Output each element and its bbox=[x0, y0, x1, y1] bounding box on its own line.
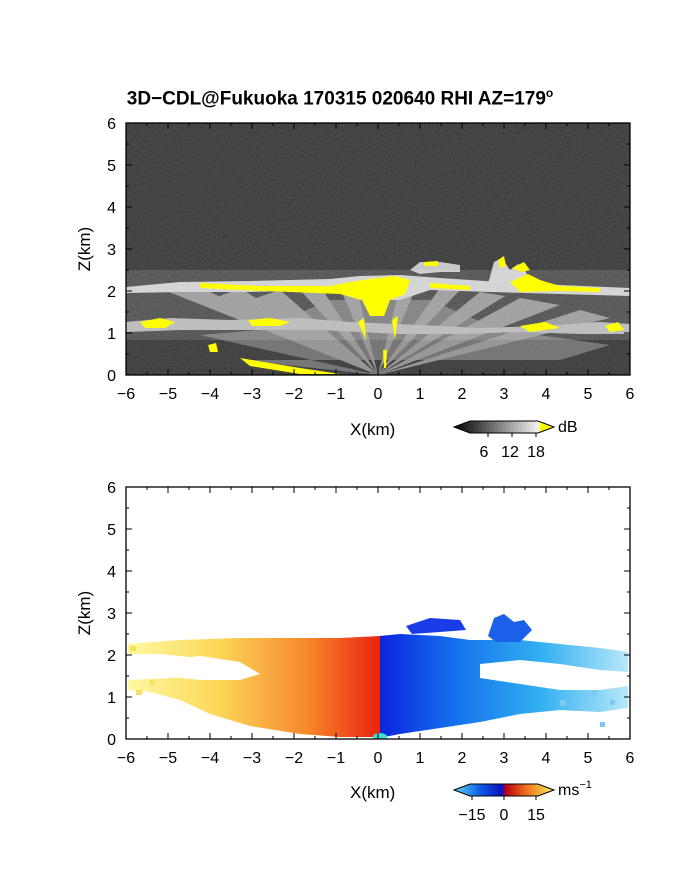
cb-tick-label: 15 bbox=[527, 807, 545, 824]
x-tick-label: −1 bbox=[327, 386, 345, 403]
cb-tick-label: 0 bbox=[500, 807, 509, 824]
x-tick-label: 4 bbox=[542, 386, 551, 403]
x-tick-label: 0 bbox=[374, 750, 383, 767]
chart-title: 3D−CDL@Fukuoka 170315 020640 RHI AZ=179o bbox=[126, 86, 554, 110]
y-tick-label: 0 bbox=[107, 368, 116, 385]
reflectivity-panel: −6 −5 −4 −3 −2 −1 0 1 2 3 4 5 6 0 1 2 3 4 5 6 X(km) Z(km) bbox=[75, 116, 635, 439]
velocity-colorbar: −15 0 15 ms−1 bbox=[452, 779, 592, 824]
x-tick-label: 3 bbox=[500, 386, 509, 403]
cb-tick-label: −15 bbox=[458, 807, 485, 824]
x-tick-label: −6 bbox=[117, 750, 135, 767]
y-tick-label: 0 bbox=[107, 732, 116, 749]
x-tick-label: 4 bbox=[542, 750, 551, 767]
cb-unit: ms−1 bbox=[558, 779, 592, 799]
saturation-patches bbox=[140, 256, 624, 374]
reflectivity-xlabel: X(km) bbox=[350, 420, 395, 439]
y-tick-label: 3 bbox=[107, 606, 116, 623]
x-tick-label: 2 bbox=[458, 386, 467, 403]
y-tick-label: 6 bbox=[107, 480, 116, 497]
x-tick-label: −1 bbox=[327, 750, 345, 767]
x-tick-label: 1 bbox=[416, 386, 425, 403]
y-tick-label: 4 bbox=[107, 564, 116, 581]
x-tick-label: −3 bbox=[243, 750, 261, 767]
y-tick-label: 2 bbox=[107, 648, 116, 665]
y-tick-label: 4 bbox=[107, 200, 116, 217]
x-tick-label: −4 bbox=[201, 750, 219, 767]
reflectivity-axes: −6 −5 −4 −3 −2 −1 0 1 2 3 4 5 6 0 1 2 3 4 5 6 bbox=[107, 116, 634, 403]
x-tick-label: −2 bbox=[285, 386, 303, 403]
x-tick-label: 3 bbox=[500, 750, 509, 767]
y-tick-label: 1 bbox=[107, 690, 116, 707]
reflectivity-colorbar: 6 12 18 dB bbox=[452, 419, 578, 461]
x-tick-label: 0 bbox=[374, 386, 383, 403]
x-tick-label: −2 bbox=[285, 750, 303, 767]
x-tick-label: 5 bbox=[584, 386, 593, 403]
cb-unit: dB bbox=[558, 419, 578, 436]
y-tick-label: 3 bbox=[107, 242, 116, 259]
reflectivity-ylabel: Z(km) bbox=[75, 227, 94, 271]
x-tick-label: −4 bbox=[201, 386, 219, 403]
x-tick-label: −6 bbox=[117, 386, 135, 403]
reflectivity-field bbox=[126, 123, 630, 375]
x-tick-label: 5 bbox=[584, 750, 593, 767]
x-tick-label: −5 bbox=[159, 750, 177, 767]
x-tick-label: 2 bbox=[458, 750, 467, 767]
y-tick-label: 2 bbox=[107, 284, 116, 301]
cb-tick-label: 12 bbox=[501, 444, 519, 461]
x-tick-label: 1 bbox=[416, 750, 425, 767]
velocity-ylabel: Z(km) bbox=[75, 591, 94, 635]
y-tick-label: 5 bbox=[107, 158, 116, 175]
y-tick-label: 6 bbox=[107, 116, 116, 133]
x-tick-label: −3 bbox=[243, 386, 261, 403]
x-tick-label: −5 bbox=[159, 386, 177, 403]
x-tick-label: 6 bbox=[626, 386, 635, 403]
velocity-panel: −6 −5 −4 −3 −2 −1 0 1 2 3 4 5 6 0 1 2 3 4 5 6 X(km) Z(km) bbox=[75, 480, 635, 802]
x-tick-label: 6 bbox=[626, 750, 635, 767]
cb-tick-label: 6 bbox=[480, 444, 489, 461]
cb-tick-label: 18 bbox=[527, 444, 545, 461]
velocity-xlabel: X(km) bbox=[350, 783, 395, 802]
velocity-field bbox=[126, 487, 630, 739]
y-tick-label: 1 bbox=[107, 326, 116, 343]
y-tick-label: 5 bbox=[107, 522, 116, 539]
velocity-axes: −6 −5 −4 −3 −2 −1 0 1 2 3 4 5 6 0 1 2 3 4 5 6 bbox=[107, 480, 634, 767]
